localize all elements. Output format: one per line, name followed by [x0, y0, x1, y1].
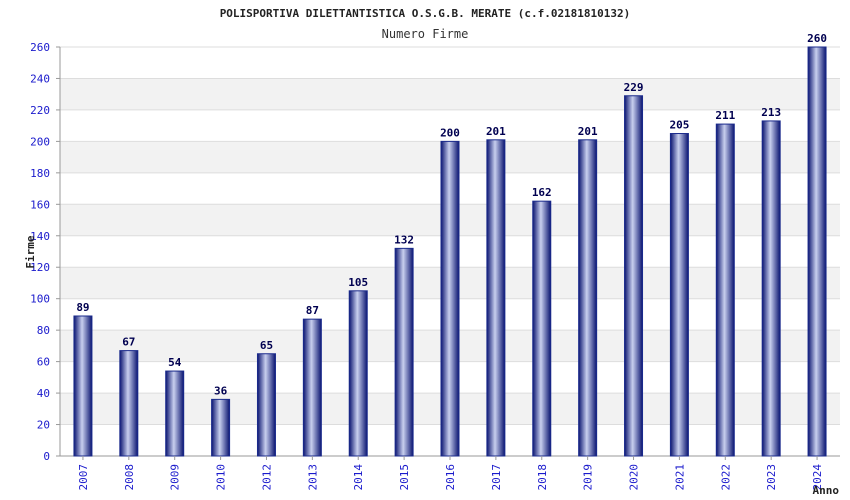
bar-value-label: 200 — [440, 126, 460, 139]
bar-value-label: 162 — [532, 186, 552, 199]
bar-value-label: 89 — [76, 301, 89, 314]
bar-value-label: 67 — [122, 336, 135, 349]
x-tick-label: 2015 — [398, 464, 411, 491]
bar — [119, 350, 139, 457]
bar — [715, 123, 735, 457]
bar — [578, 139, 598, 457]
x-tick-label: 2024 — [811, 464, 824, 491]
x-tick-label: 2007 — [77, 464, 90, 491]
chart-title: POLISPORTIVA DILETTANTISTICA O.S.G.B. ME… — [220, 7, 631, 20]
bar-value-label: 201 — [578, 125, 598, 138]
x-tick-label: 2008 — [123, 464, 136, 491]
bar-value-label: 205 — [669, 119, 689, 132]
bar — [761, 120, 781, 457]
x-tick-label: 2016 — [444, 464, 457, 491]
bar — [256, 353, 276, 457]
x-axis-label: Anno — [813, 484, 840, 497]
bar-value-label: 54 — [168, 356, 182, 369]
x-tick-label: 2021 — [673, 464, 686, 491]
grid-band — [60, 78, 840, 110]
chart-subtitle: Numero Firme — [382, 27, 469, 41]
x-tick-label: 2013 — [306, 464, 319, 491]
x-tick-label: 2023 — [765, 464, 778, 491]
x-tick-label: 2010 — [215, 464, 228, 491]
y-axis-label: Firme — [24, 235, 37, 268]
bar — [73, 315, 93, 457]
y-tick-label: 40 — [37, 387, 50, 400]
bar-value-label: 213 — [761, 106, 781, 119]
x-tick-label: 2014 — [352, 464, 365, 491]
x-tick-label: 2017 — [490, 464, 503, 491]
bar-value-label: 65 — [260, 339, 273, 352]
bar — [302, 318, 322, 457]
bar-value-label: 36 — [214, 384, 228, 397]
bar — [532, 200, 552, 457]
bar — [348, 290, 368, 457]
x-tick-label: 2020 — [628, 464, 641, 491]
x-tick-label: 2018 — [536, 464, 549, 491]
y-tick-label: 120 — [30, 261, 50, 274]
y-tick-label: 100 — [30, 293, 50, 306]
bar — [211, 398, 231, 457]
bar — [440, 140, 460, 457]
y-tick-label: 240 — [30, 72, 50, 85]
bar-value-label: 211 — [715, 109, 735, 122]
y-tick-label: 140 — [30, 230, 50, 243]
y-tick-label: 80 — [37, 324, 50, 337]
bar — [165, 370, 185, 457]
y-tick-label: 160 — [30, 198, 50, 211]
x-tick-label: 2009 — [169, 464, 182, 491]
bar — [486, 139, 506, 457]
bar — [394, 247, 414, 457]
bar — [669, 133, 689, 457]
x-tick-label: 2022 — [719, 464, 732, 491]
bar — [807, 46, 827, 457]
bar-value-label: 229 — [624, 81, 644, 94]
y-tick-label: 60 — [37, 356, 50, 369]
plot-area: 0 20 40 60 80 100 120 140 160 180 200 220 240 260 89 20… — [30, 32, 840, 491]
bar-value-label: 132 — [394, 233, 414, 246]
bar-value-label: 260 — [807, 32, 827, 45]
bar-value-label: 105 — [348, 276, 368, 289]
y-tick-label: 260 — [30, 41, 50, 54]
x-tick-label: 2019 — [582, 464, 595, 491]
y-tick-label: 20 — [37, 419, 50, 432]
y-tick-label: 0 — [43, 450, 50, 463]
bar-value-label: 201 — [486, 125, 506, 138]
y-tick-label: 220 — [30, 104, 50, 117]
bar-value-label: 87 — [306, 304, 319, 317]
bar — [624, 95, 644, 457]
y-tick-label: 200 — [30, 135, 50, 148]
y-tick-label: 180 — [30, 167, 50, 180]
x-tick-label: 2012 — [260, 464, 273, 491]
